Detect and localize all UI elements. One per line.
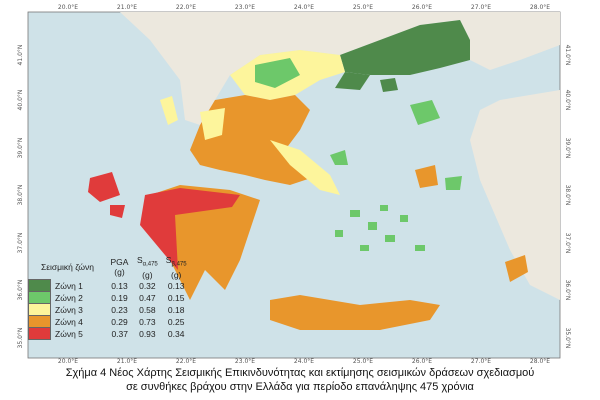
zone-swatch xyxy=(28,315,51,329)
lat-label-right: 40.0°N xyxy=(564,90,571,111)
neighbouring-land xyxy=(28,12,560,125)
zone3-epirus xyxy=(200,108,225,140)
zone-label: Ζώνη 2 xyxy=(55,292,83,303)
lat-label-left: 38.0°N xyxy=(17,185,24,206)
zone2-macedonia xyxy=(255,58,300,88)
legend-row: Ζώνη 4 0.29 0.73 0.25 xyxy=(28,315,191,329)
lon-label-bottom: 22.0°E xyxy=(176,358,196,365)
sa-value: 0.58 xyxy=(139,304,156,315)
figure-caption: Σχήμα 4 Νέος Χάρτης Σεισμικής Επικινδυνό… xyxy=(0,366,600,394)
lon-label-top: 21.0°E xyxy=(117,4,137,11)
zone-swatch xyxy=(28,279,51,293)
lon-label-top: 20.0°E xyxy=(58,4,78,11)
lon-label-bottom: 27.0°E xyxy=(471,358,491,365)
zone-swatch xyxy=(28,327,51,341)
lon-label-top: 25.0°E xyxy=(353,4,373,11)
pga-value: 0.29 xyxy=(111,316,128,327)
lat-label-left: 37.0°N xyxy=(17,233,24,254)
zone2-lesbos xyxy=(410,100,440,125)
legend-header-pga: PGA (g) xyxy=(110,257,129,278)
lat-label-right: 41.0°N xyxy=(564,45,571,66)
legend-row: Ζώνη 3 0.23 0.58 0.18 xyxy=(28,303,191,317)
zone-label: Ζώνη 5 xyxy=(55,328,83,339)
sa-value: 0.47 xyxy=(139,292,156,303)
sb-value: 0.34 xyxy=(167,328,185,339)
zone4-rhodes xyxy=(505,255,528,282)
legend-header-zone: Σεισμική ζώνη xyxy=(40,262,95,273)
legend-row: Ζώνη 2 0.19 0.47 0.15 xyxy=(28,291,191,305)
lat-label-right: 39.0°N xyxy=(564,138,571,159)
lat-label-right: 36.0°N xyxy=(564,280,571,301)
zone4-crete xyxy=(270,295,440,330)
legend: Σεισμική ζώνη PGA (g) Sα,475 (g) Sβ,475 (g)… xyxy=(28,255,191,341)
zone-swatch xyxy=(28,303,51,317)
zone1-thrace xyxy=(340,20,470,75)
sb-value: 0.15 xyxy=(167,292,185,303)
zone-label: Ζώνη 3 xyxy=(55,304,83,315)
pga-value: 0.19 xyxy=(111,292,128,303)
caption-line2: σε συνθήκες βράχου στην Ελλάδα για περίο… xyxy=(126,381,474,393)
lon-label-bottom: 25.0°E xyxy=(353,358,373,365)
legend-header-sb: Sβ,475 (g) xyxy=(165,255,187,280)
lon-label-top: 23.0°E xyxy=(235,4,255,11)
zone2-skyros xyxy=(330,150,348,165)
zone-swatch xyxy=(28,291,51,305)
zone-label: Ζώνη 4 xyxy=(55,316,83,327)
zone4-chios xyxy=(415,165,438,188)
lon-label-top: 22.0°E xyxy=(176,4,196,11)
lon-label-bottom: 24.0°E xyxy=(294,358,314,365)
zone5-kefalonia xyxy=(88,172,120,202)
lon-label-top: 28.0°E xyxy=(530,4,550,11)
zone3-evia xyxy=(270,140,340,195)
legend-header-sa: Sα,475 (g) xyxy=(136,255,158,280)
lat-label-left: 36.0°N xyxy=(17,280,24,301)
pga-value: 0.23 xyxy=(111,304,128,315)
sa-value: 0.93 xyxy=(139,328,156,339)
lat-label-right: 38.0°N xyxy=(564,185,571,206)
lon-label-bottom: 26.0°E xyxy=(412,358,432,365)
lon-label-bottom: 23.0°E xyxy=(235,358,255,365)
pga-value: 0.37 xyxy=(111,328,128,339)
lat-label-left: 35.0°N xyxy=(17,328,24,349)
lat-label-left: 39.0°N xyxy=(17,138,24,159)
legend-row: Ζώνη 1 0.13 0.32 0.13 xyxy=(28,279,191,293)
caption-line1: Σχήμα 4 Νέος Χάρτης Σεισμικής Επικινδυνό… xyxy=(65,367,535,379)
lat-label-left: 41.0°N xyxy=(17,45,24,66)
sa-value: 0.32 xyxy=(139,280,156,291)
zone1-thasos xyxy=(380,78,398,92)
sb-value: 0.13 xyxy=(167,280,185,291)
zone2-samos xyxy=(445,176,462,190)
turkey-land xyxy=(470,90,560,300)
legend-row: Ζώνη 5 0.37 0.93 0.34 xyxy=(28,327,191,341)
lat-label-left: 40.0°N xyxy=(17,90,24,111)
lat-label-right: 37.0°N xyxy=(564,233,571,254)
lon-label-bottom: 28.0°E xyxy=(530,358,550,365)
seismic-hazard-map: 20.0°E 20.0°E 21.0°E 21.0°E 22.0°E 22.0°E 23.0… xyxy=(17,4,571,365)
zone2-cyclades xyxy=(335,205,425,251)
sb-value: 0.18 xyxy=(167,304,185,315)
zone1-chalkidiki xyxy=(335,72,370,90)
lat-label-right: 35.0°N xyxy=(564,328,571,349)
zone3-corfu xyxy=(160,96,178,125)
pga-value: 0.13 xyxy=(111,280,128,291)
lon-label-top: 24.0°E xyxy=(294,4,314,11)
zone5-zakynthos xyxy=(110,205,125,218)
lon-label-top: 26.0°E xyxy=(412,4,432,11)
sb-value: 0.25 xyxy=(167,316,185,327)
zone5-west-peloponnese xyxy=(140,188,240,270)
zone-label: Ζώνη 1 xyxy=(55,280,83,291)
lon-label-bottom: 20.0°E xyxy=(58,358,78,365)
lon-label-top: 27.0°E xyxy=(471,4,491,11)
lon-label-bottom: 21.0°E xyxy=(117,358,137,365)
sa-value: 0.73 xyxy=(139,316,156,327)
